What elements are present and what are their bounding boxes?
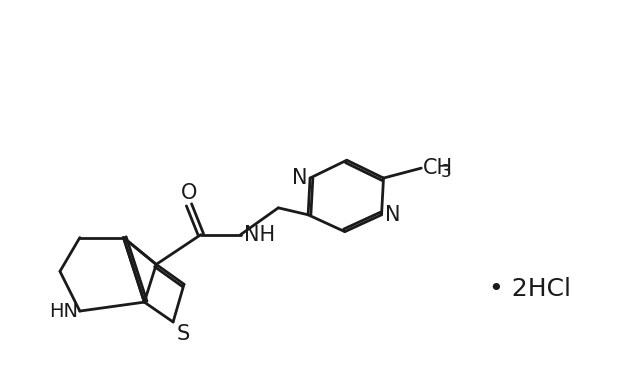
Text: N: N: [292, 168, 307, 188]
Text: N: N: [385, 205, 400, 225]
Text: NH: NH: [244, 225, 275, 245]
Text: HN: HN: [49, 302, 78, 321]
Text: S: S: [177, 324, 190, 344]
Text: 3: 3: [441, 163, 452, 181]
Text: O: O: [180, 183, 197, 203]
Text: • 2HCl: • 2HCl: [489, 277, 571, 301]
Text: CH: CH: [423, 158, 453, 178]
